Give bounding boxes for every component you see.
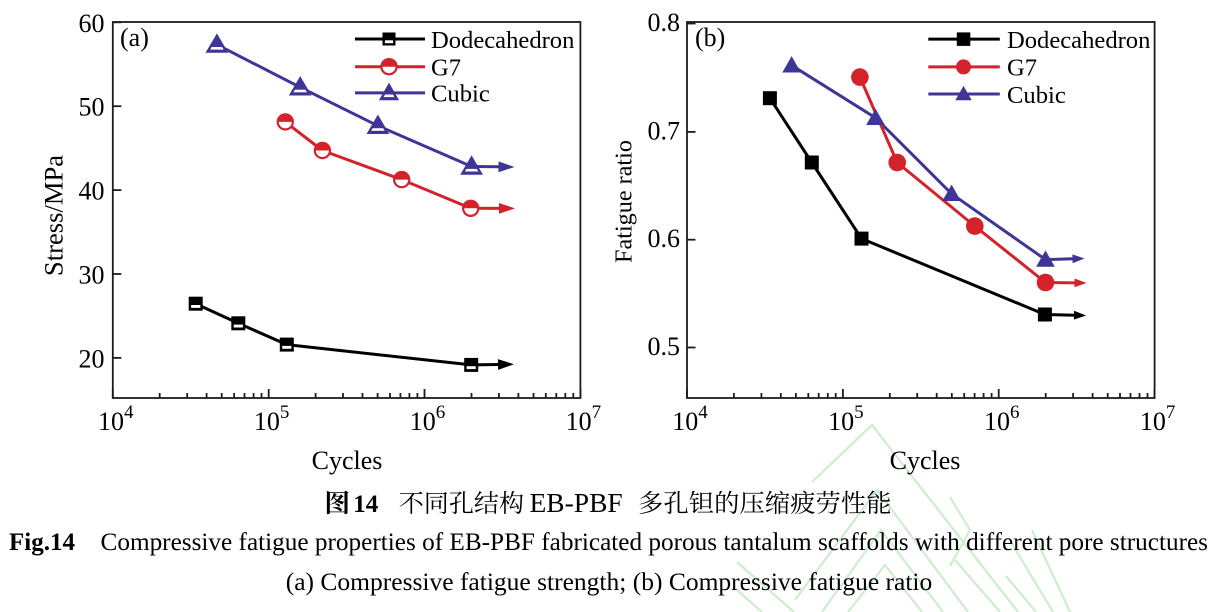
svg-text:106: 106 bbox=[410, 402, 446, 436]
svg-text:G7: G7 bbox=[431, 55, 461, 82]
svg-text:0.6: 0.6 bbox=[648, 224, 681, 253]
svg-text:Dodecahedron: Dodecahedron bbox=[431, 27, 574, 54]
svg-text:0.8: 0.8 bbox=[648, 8, 681, 37]
svg-text:Stress/MPa: Stress/MPa bbox=[39, 155, 69, 276]
svg-text:50: 50 bbox=[79, 93, 105, 122]
svg-text:20: 20 bbox=[79, 344, 105, 373]
svg-text:EB-PBF: EB-PBF bbox=[530, 487, 623, 518]
svg-text:Cubic: Cubic bbox=[431, 81, 490, 108]
svg-text:104: 104 bbox=[672, 402, 708, 436]
svg-text:Cycles: Cycles bbox=[890, 446, 961, 475]
svg-text:14: 14 bbox=[353, 491, 379, 518]
svg-text:107: 107 bbox=[566, 402, 602, 436]
svg-text:105: 105 bbox=[254, 402, 290, 436]
svg-text:Fig.14: Fig.14 bbox=[9, 529, 75, 556]
svg-text:107: 107 bbox=[1140, 402, 1176, 436]
svg-text:(a) Compressive fatigue streng: (a) Compressive fatigue strength; (b) Co… bbox=[286, 567, 933, 596]
svg-text:Compressive fatigue properties: Compressive fatigue properties of EB-PBF… bbox=[101, 529, 1209, 556]
svg-text:0.5: 0.5 bbox=[648, 332, 681, 361]
svg-text:(b): (b) bbox=[695, 23, 725, 52]
svg-text:Fatigue ratio: Fatigue ratio bbox=[611, 140, 638, 263]
svg-text:Dodecahedron: Dodecahedron bbox=[1007, 27, 1150, 54]
svg-text:0.7: 0.7 bbox=[648, 116, 681, 145]
svg-text:Cubic: Cubic bbox=[1007, 82, 1066, 109]
svg-text:40: 40 bbox=[79, 177, 105, 206]
svg-text:30: 30 bbox=[79, 261, 105, 290]
svg-text:Cycles: Cycles bbox=[312, 446, 383, 475]
svg-text:105: 105 bbox=[828, 402, 864, 436]
svg-text:104: 104 bbox=[98, 402, 134, 436]
svg-text:G7: G7 bbox=[1007, 55, 1037, 82]
svg-text:60: 60 bbox=[79, 9, 105, 38]
svg-text:(a): (a) bbox=[120, 23, 149, 52]
svg-text:106: 106 bbox=[984, 402, 1020, 436]
